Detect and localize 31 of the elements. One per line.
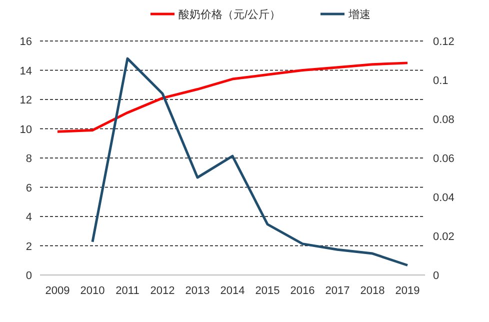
y-tick-label: 16 (20, 36, 32, 48)
x-tick-label: 2016 (290, 285, 315, 297)
y-tick-label: 14 (20, 65, 32, 78)
y2-tick-label: 0.12 (433, 36, 454, 48)
y-tick-label: 10 (20, 124, 32, 136)
line-series (91, 57, 409, 266)
y-tick-label: 8 (26, 153, 32, 165)
y2-tick-label: 0.02 (433, 231, 454, 243)
y2-tick-label: 0.04 (433, 192, 454, 204)
y2-tick-label: 0.1 (433, 75, 448, 87)
legend-label: 增速 (348, 8, 370, 21)
x-tick-label: 2010 (80, 285, 105, 297)
x-tick-label: 2018 (360, 285, 385, 297)
y-tick-label: 0 (26, 270, 32, 282)
x-tick-label: 2011 (116, 285, 140, 297)
line-series (56, 62, 409, 133)
x-tick-label: 2019 (395, 285, 420, 297)
x-tick-label: 2017 (325, 285, 350, 297)
y-tick-label: 2 (26, 240, 32, 253)
x-tick-label: 2013 (185, 285, 210, 297)
y2-tick-label: 0 (433, 270, 440, 282)
x-tick-label: 2015 (255, 285, 280, 297)
y-tick-label: 6 (26, 182, 32, 194)
x-tick-label: 2012 (150, 285, 175, 297)
legend-label: 酸奶价格（元/公斤） (178, 8, 281, 21)
x-tick-label: 2014 (220, 285, 245, 297)
x-tick-label: 2009 (45, 285, 70, 297)
y2-tick-label: 0.08 (433, 114, 454, 126)
y2-tick-label: 0.06 (433, 153, 454, 165)
y-tick-label: 4 (26, 212, 32, 224)
y-tick-label: 12 (20, 94, 32, 106)
